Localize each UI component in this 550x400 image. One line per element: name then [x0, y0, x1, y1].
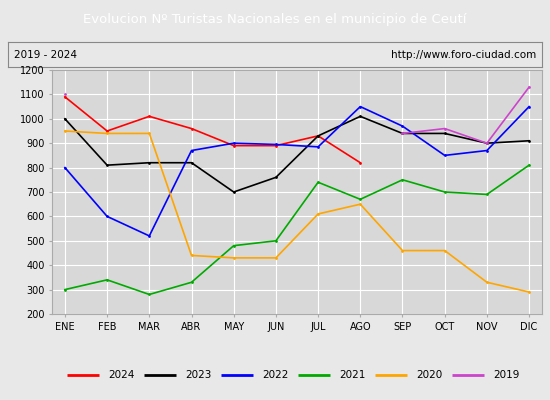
Text: 2022: 2022 [263, 370, 289, 380]
Text: http://www.foro-ciudad.com: http://www.foro-ciudad.com [391, 50, 536, 60]
Text: 2023: 2023 [186, 370, 212, 380]
Text: 2024: 2024 [109, 370, 135, 380]
Text: 2021: 2021 [340, 370, 366, 380]
Text: 2019: 2019 [494, 370, 520, 380]
Text: 2019 - 2024: 2019 - 2024 [14, 50, 76, 60]
Text: Evolucion Nº Turistas Nacionales en el municipio de Ceutí: Evolucion Nº Turistas Nacionales en el m… [83, 14, 467, 26]
Text: 2020: 2020 [417, 370, 443, 380]
